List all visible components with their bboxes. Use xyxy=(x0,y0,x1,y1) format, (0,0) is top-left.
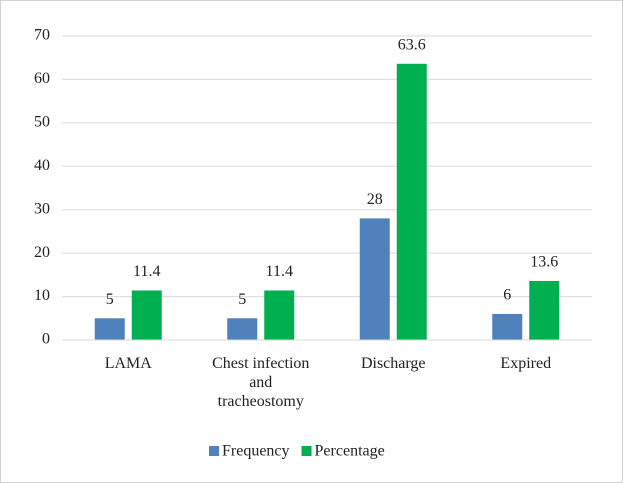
data-label: 5 xyxy=(238,291,246,308)
bar xyxy=(529,280,560,340)
data-label: 6 xyxy=(503,287,511,304)
bar xyxy=(94,318,125,340)
y-tick-label: 50 xyxy=(34,114,50,131)
y-tick-label: 30 xyxy=(34,200,50,217)
data-label: 63.6 xyxy=(398,36,426,53)
legend-label: Frequency xyxy=(222,443,290,460)
bar xyxy=(227,318,258,340)
y-tick-label: 0 xyxy=(42,331,50,348)
bar xyxy=(396,63,427,341)
legend-label: Percentage xyxy=(315,443,385,460)
bar xyxy=(359,218,390,340)
data-label: 11.4 xyxy=(266,263,293,280)
y-tick-label: 20 xyxy=(34,244,50,261)
data-label: 13.6 xyxy=(530,254,558,271)
y-tick-label: 60 xyxy=(34,70,50,87)
legend-swatch xyxy=(301,446,312,456)
data-label: 11.4 xyxy=(133,263,160,280)
x-tick-label: Expired xyxy=(500,355,551,372)
y-tick-label: 10 xyxy=(34,287,50,304)
x-tick-label: LAMA xyxy=(105,355,153,372)
x-tick-label: Discharge xyxy=(361,355,426,372)
legend-swatch xyxy=(209,446,219,456)
data-label: 5 xyxy=(106,291,114,308)
bar xyxy=(492,313,523,340)
bar xyxy=(264,290,295,340)
data-label: 28 xyxy=(367,191,383,208)
x-tick-label: Chest infection and tracheostomy xyxy=(212,355,309,410)
y-tick-label: 70 xyxy=(34,27,50,44)
bar xyxy=(131,290,162,340)
y-tick-label: 40 xyxy=(34,157,50,174)
